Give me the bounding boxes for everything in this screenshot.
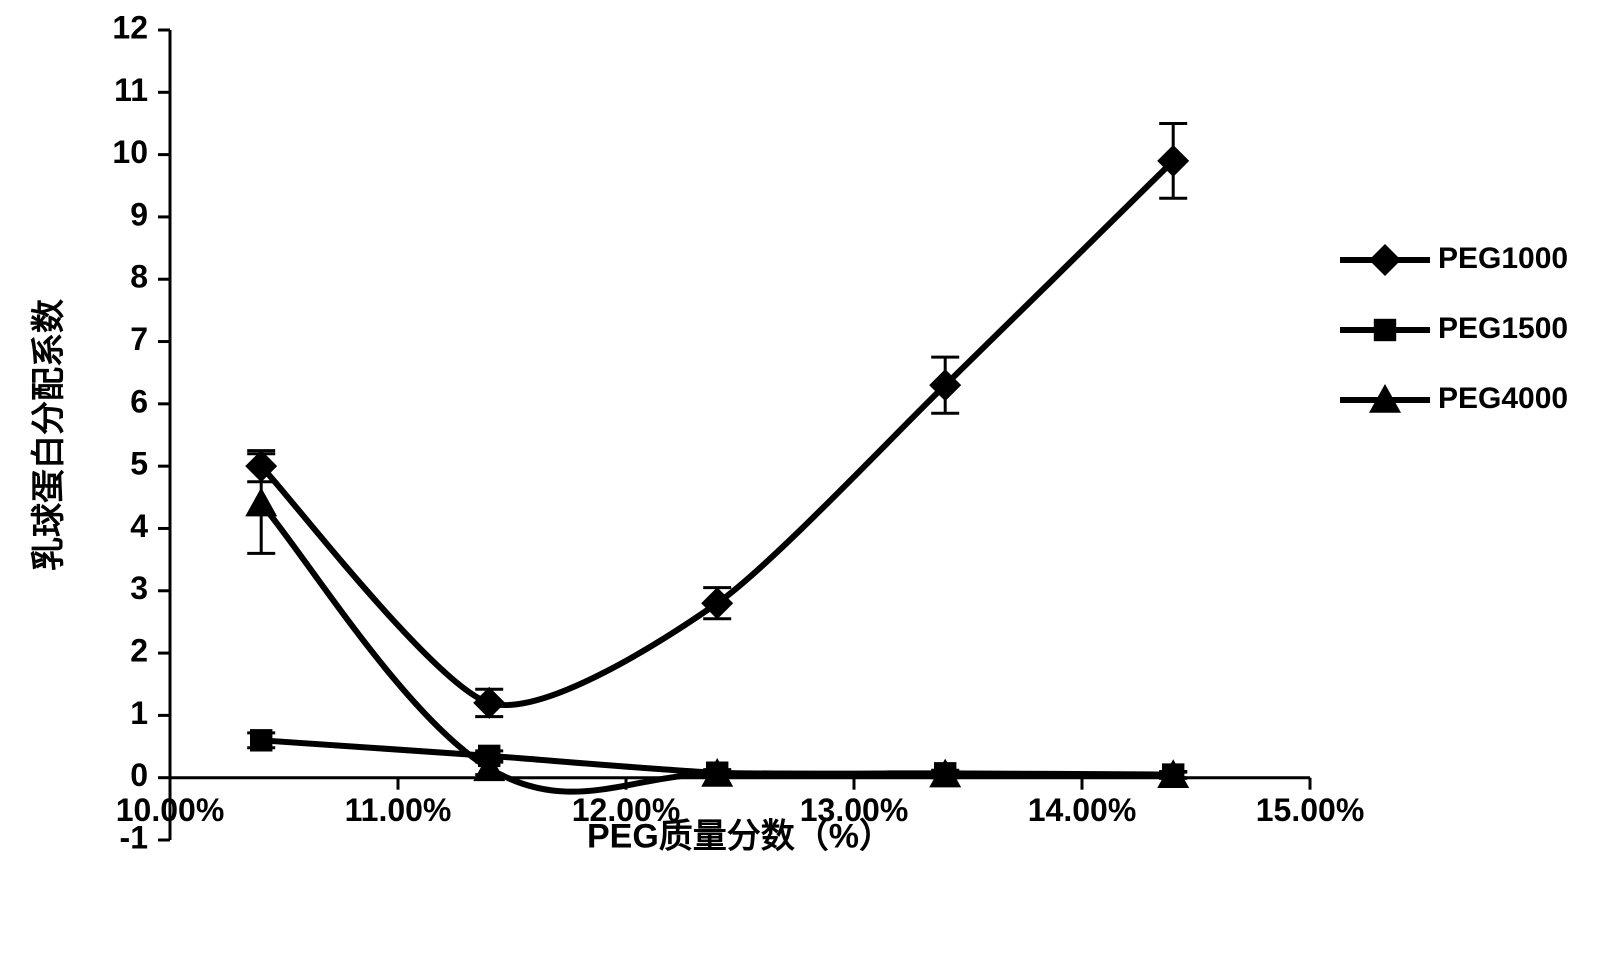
y-tick-label: 0: [130, 757, 148, 793]
x-tick-label: 10.00%: [116, 792, 225, 828]
x-tick-label: 15.00%: [1256, 792, 1365, 828]
chart-container: -1012345678910111210.00%11.00%12.00%13.0…: [0, 0, 1613, 969]
y-tick-label: 12: [112, 9, 148, 45]
y-tick-label: 7: [130, 321, 148, 357]
y-axis-label: 乳球蛋白分配系数: [30, 299, 68, 571]
y-tick-label: 5: [130, 446, 148, 482]
y-tick-label: 9: [130, 196, 148, 232]
x-tick-label: 14.00%: [1028, 792, 1137, 828]
y-tick-label: 10: [112, 134, 148, 170]
legend-label: PEG1500: [1438, 312, 1568, 345]
y-tick-label: 2: [130, 633, 148, 669]
y-tick-label: 11: [114, 72, 148, 108]
x-axis-label: PEG质量分数（%）: [587, 817, 893, 856]
y-tick-label: 4: [130, 508, 148, 544]
x-tick-label: 11.00%: [345, 792, 452, 828]
legend-label: PEG4000: [1438, 382, 1568, 415]
y-tick-label: 6: [130, 383, 148, 419]
y-tick-label: 3: [130, 570, 148, 606]
line-chart: -1012345678910111210.00%11.00%12.00%13.0…: [0, 0, 1613, 969]
y-tick-label: 8: [130, 259, 148, 295]
y-tick-label: 1: [130, 695, 148, 731]
legend-label: PEG1000: [1438, 242, 1568, 275]
